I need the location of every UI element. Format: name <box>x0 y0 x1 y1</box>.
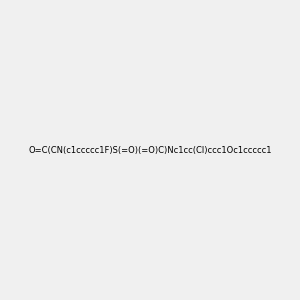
Text: O=C(CN(c1ccccc1F)S(=O)(=O)C)Nc1cc(Cl)ccc1Oc1ccccc1: O=C(CN(c1ccccc1F)S(=O)(=O)C)Nc1cc(Cl)ccc… <box>28 146 272 154</box>
